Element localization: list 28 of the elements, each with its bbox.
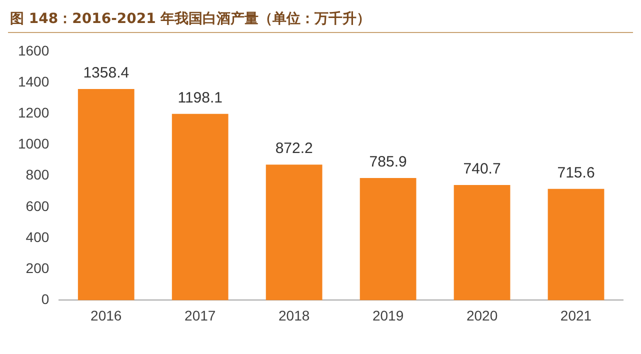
x-tick-label: 2016 xyxy=(90,307,122,324)
x-tick-label: 2017 xyxy=(184,307,216,324)
y-tick-label: 1600 xyxy=(18,42,50,58)
x-tick-label: 2020 xyxy=(466,307,498,324)
x-tick-label: 2019 xyxy=(372,307,404,324)
data-label: 872.2 xyxy=(275,140,313,158)
data-label: 715.6 xyxy=(557,164,595,182)
y-tick-label: 1200 xyxy=(18,104,50,120)
bar xyxy=(266,164,322,300)
y-tick-label: 1000 xyxy=(18,136,50,152)
y-tick-label: 0 xyxy=(41,291,50,308)
data-label: 1198.1 xyxy=(178,90,222,107)
y-tick-label: 1400 xyxy=(18,73,50,90)
data-label: 785.9 xyxy=(369,154,407,171)
bar xyxy=(172,114,228,300)
x-tick-label: 2021 xyxy=(560,307,592,324)
bar xyxy=(548,188,604,300)
bar xyxy=(360,178,416,300)
x-tick-label: 2018 xyxy=(278,307,310,324)
data-label: 1358.4 xyxy=(83,64,130,82)
y-tick-label: 200 xyxy=(26,260,50,276)
y-tick-label: 400 xyxy=(26,228,50,245)
bar xyxy=(454,185,510,300)
chart-title: 图 148：2016-2021 年我国白酒产量（单位：万千升） xyxy=(8,8,633,33)
y-tick-label: 800 xyxy=(26,166,50,183)
y-tick-label: 600 xyxy=(26,198,50,214)
bar xyxy=(78,88,134,300)
data-label: 740.7 xyxy=(463,160,501,178)
